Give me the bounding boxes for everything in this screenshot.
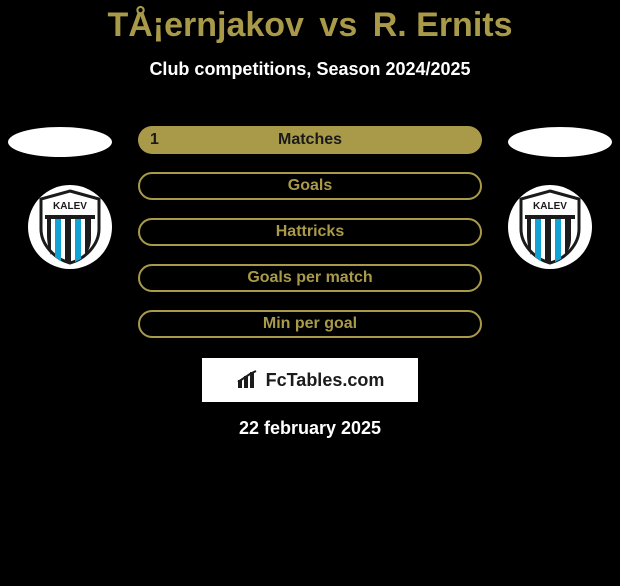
stat-left-value: 1 bbox=[150, 126, 159, 154]
player2-avatar-placeholder bbox=[508, 127, 612, 157]
stat-label: Min per goal bbox=[263, 315, 357, 332]
footer-date: 22 february 2025 bbox=[0, 418, 620, 439]
club-badge-right-text: KALEV bbox=[533, 201, 567, 212]
stat-label: Hattricks bbox=[276, 223, 344, 240]
brand-label: FcTables.com bbox=[236, 370, 385, 391]
stat-label: Goals bbox=[288, 177, 332, 194]
brand-text: FcTables.com bbox=[266, 370, 385, 391]
vs-label: vs bbox=[319, 6, 357, 44]
brand-box[interactable]: FcTables.com bbox=[202, 358, 418, 402]
page-title: TÅ¡ernjakov vs R. Ernits bbox=[0, 6, 620, 45]
shield-icon: KALEV bbox=[517, 189, 583, 265]
stat-label: Matches bbox=[278, 131, 342, 148]
player1-avatar-placeholder bbox=[8, 127, 112, 157]
player1-club-badge: KALEV bbox=[28, 185, 112, 269]
player1-name: TÅ¡ernjakov bbox=[107, 6, 304, 44]
stat-row-goals: Goals bbox=[138, 172, 482, 200]
stats-container: 1 Matches Goals Hattricks Goals per matc… bbox=[138, 126, 482, 338]
subtitle: Club competitions, Season 2024/2025 bbox=[0, 59, 620, 80]
stat-label: Goals per match bbox=[247, 269, 372, 286]
shield-icon: KALEV bbox=[37, 189, 103, 265]
player2-club-badge: KALEV bbox=[508, 185, 592, 269]
stat-row-hattricks: Hattricks bbox=[138, 218, 482, 246]
stat-row-min-per-goal: Min per goal bbox=[138, 310, 482, 338]
club-badge-left-text: KALEV bbox=[53, 201, 87, 212]
stat-row-goals-per-match: Goals per match bbox=[138, 264, 482, 292]
chart-icon bbox=[236, 370, 260, 390]
player2-name: R. Ernits bbox=[373, 6, 513, 44]
stat-row-matches: 1 Matches bbox=[138, 126, 482, 154]
